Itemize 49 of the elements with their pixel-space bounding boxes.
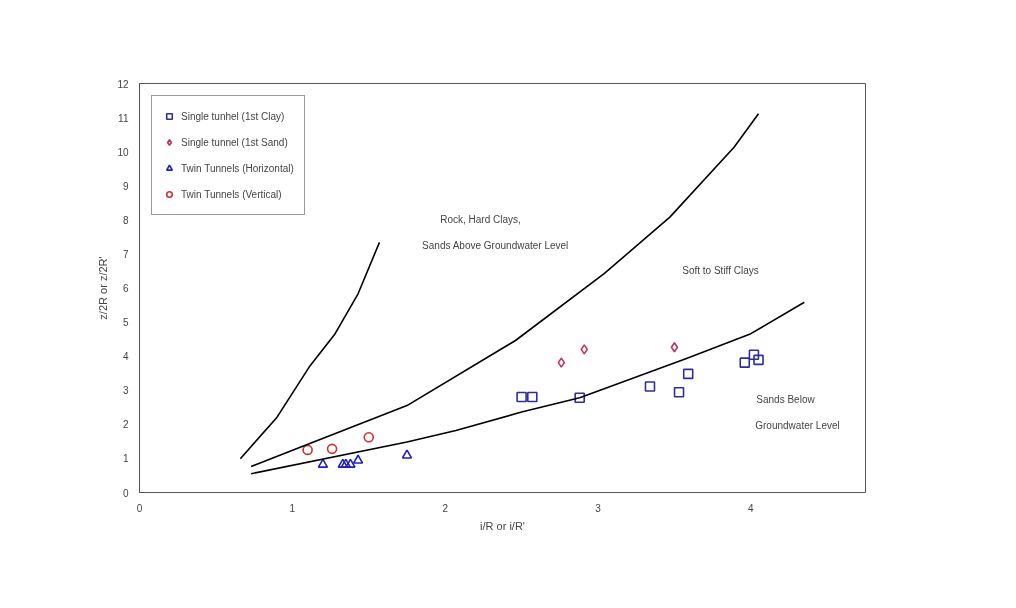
point: [326, 443, 338, 455]
y-tick-label: 11: [118, 112, 129, 124]
y-tick-label: 9: [122, 180, 129, 192]
legend-label: Twin Tunnels (Horizontal): [181, 162, 294, 174]
point: [670, 342, 679, 353]
point: [748, 349, 760, 361]
annotation: Sands Above Groundwater Level: [422, 240, 569, 251]
y-axis-title: z/2R or z/2R': [97, 256, 110, 320]
y-tick-label: 10: [117, 146, 129, 158]
legend-label: Single tunhel (1st Clay): [181, 110, 285, 122]
point: [644, 381, 656, 392]
point: [739, 357, 751, 368]
point: [352, 454, 364, 464]
y-tick-label: 6: [122, 283, 129, 294]
y-tick-label: 3: [122, 385, 129, 397]
point: [574, 392, 585, 404]
point: [557, 357, 566, 368]
point: [682, 368, 694, 380]
y-tick-label: 5: [122, 317, 129, 329]
y-tick-label: 0: [122, 487, 129, 499]
annotation: Sands Below: [756, 394, 816, 405]
point: [580, 344, 589, 355]
legend-label: Single tunnel (1st Sand): [181, 136, 288, 148]
annotation: Soft to Stiff Clays: [682, 265, 759, 276]
point: [673, 387, 685, 398]
point: [317, 458, 329, 468]
x-axis-title: i/R or i/R': [480, 519, 525, 532]
point: [401, 449, 413, 459]
y-tick-label: 12: [117, 78, 129, 90]
y-tick-label: 4: [122, 351, 129, 363]
y-tick-label: 7: [122, 248, 129, 260]
point: [302, 444, 313, 456]
point: [753, 354, 764, 366]
y-tick-label: 2: [122, 419, 129, 431]
y-tick-label: 8: [122, 214, 129, 226]
x-tick-label: 3: [595, 502, 602, 514]
point: [516, 391, 527, 403]
point: [345, 458, 356, 468]
legend-label: Twin Tunnels (Vertical): [181, 188, 282, 200]
x-tick-label: 4: [748, 502, 755, 514]
x-tick-label: 2: [442, 502, 449, 514]
annotation: Rock, Hard Clays,: [440, 214, 521, 225]
x-tick-label: 1: [289, 502, 296, 514]
x-tick-label: 0: [136, 502, 143, 514]
point: [527, 391, 538, 403]
line-series: [239, 241, 381, 460]
y-tick-label: 1: [122, 453, 129, 465]
annotation: Groundwater Level: [755, 420, 840, 431]
point: [363, 431, 375, 443]
